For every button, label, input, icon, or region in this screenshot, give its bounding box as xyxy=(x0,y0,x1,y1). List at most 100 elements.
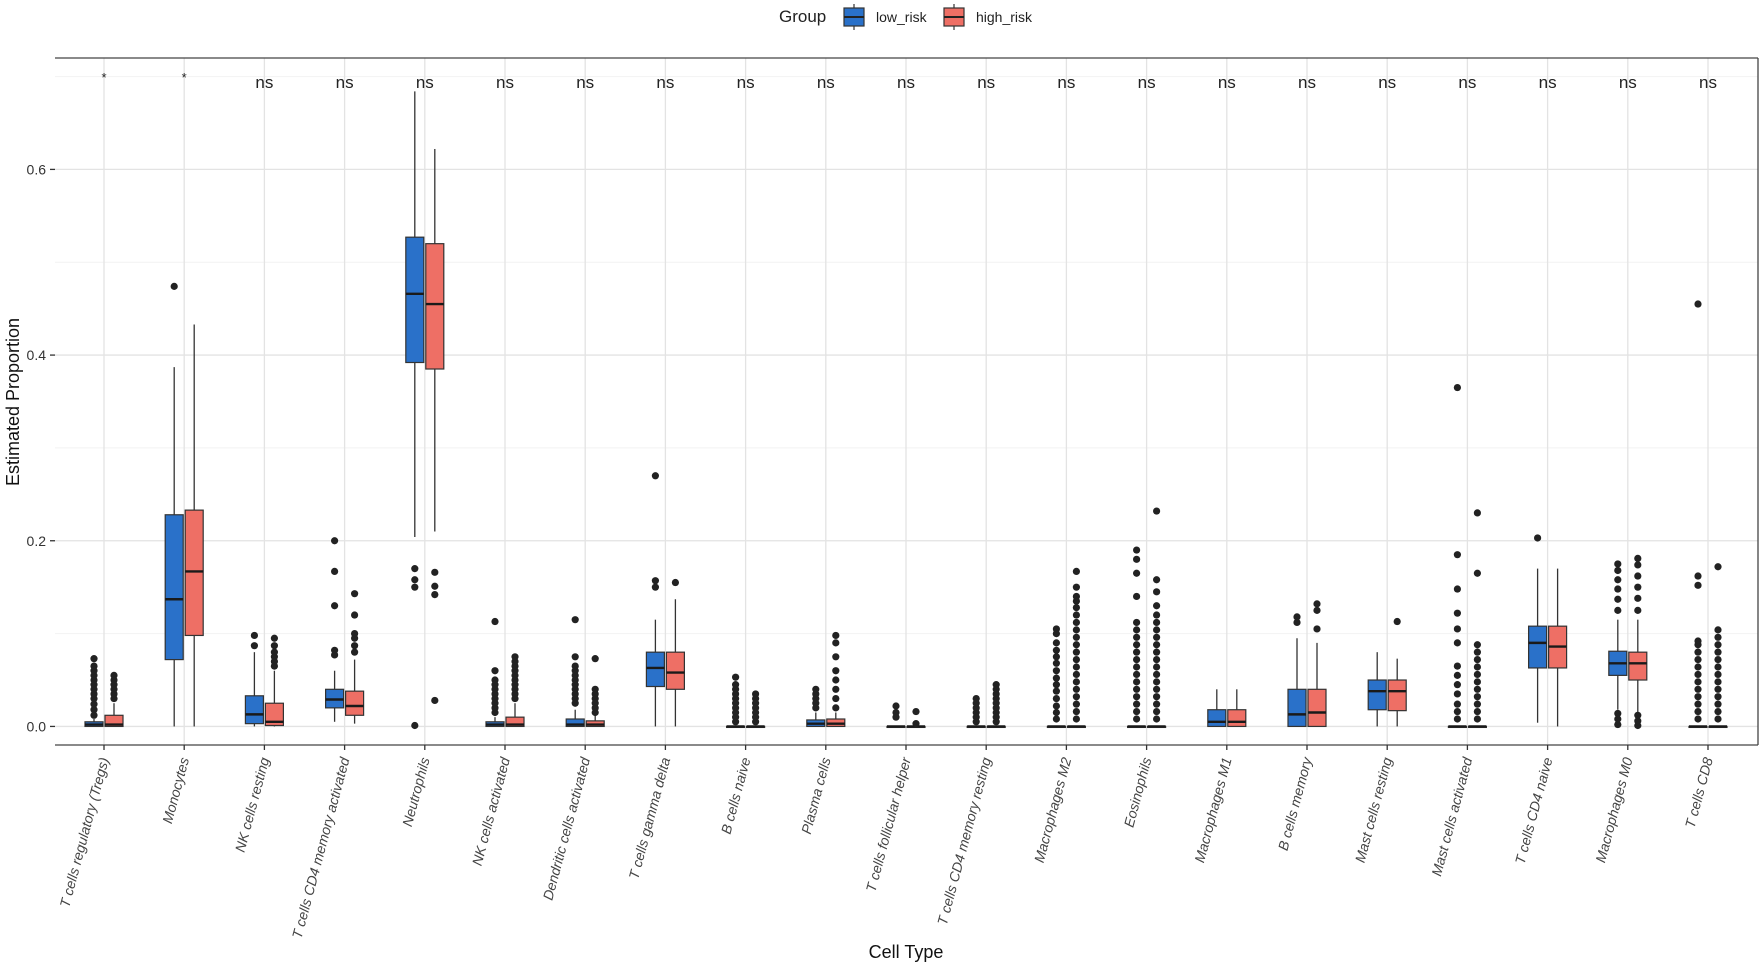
box-body xyxy=(244,695,264,725)
box-low_risk-4 xyxy=(405,91,425,730)
outlier-point xyxy=(1313,600,1321,608)
outlier-point xyxy=(832,676,840,684)
outlier-point xyxy=(1634,711,1642,719)
outlier-point xyxy=(1133,678,1141,686)
outlier-point xyxy=(1072,618,1080,627)
significance-label: ns xyxy=(1699,73,1717,92)
outlier-point xyxy=(1293,618,1301,627)
outlier-point xyxy=(1634,583,1642,591)
box-high_risk-14 xyxy=(1227,689,1247,728)
outlier-point xyxy=(1694,700,1702,708)
box-high_risk-16 xyxy=(1387,617,1407,727)
box-body xyxy=(345,690,365,716)
outlier-point xyxy=(1153,611,1161,619)
legend-label-low-risk: low_risk xyxy=(876,9,928,25)
outlier-point xyxy=(1714,700,1722,708)
box-high_risk-2 xyxy=(264,634,284,727)
outlier-point xyxy=(671,578,680,587)
outlier-point xyxy=(1133,700,1141,708)
box-high_risk-4 xyxy=(425,148,445,705)
box-high_risk-11 xyxy=(986,681,1006,729)
outlier-point xyxy=(1133,569,1141,577)
outlier-point xyxy=(351,648,359,656)
outlier-point xyxy=(1473,663,1481,671)
outlier-point xyxy=(1072,611,1080,619)
outlier-point xyxy=(1614,606,1622,614)
outlier-point xyxy=(1153,633,1161,641)
significance-label: ns xyxy=(336,73,354,92)
box-high_risk-5 xyxy=(505,653,525,728)
box-high_risk-10 xyxy=(906,707,926,729)
outlier-point xyxy=(1694,693,1702,701)
outlier-point xyxy=(1052,653,1060,661)
outlier-point xyxy=(270,642,278,650)
outlier-point xyxy=(1153,663,1161,671)
outlier-point xyxy=(1453,690,1461,698)
outlier-point xyxy=(1694,581,1702,589)
outlier-point xyxy=(1694,637,1702,645)
outlier-point xyxy=(1133,641,1141,649)
outlier-point xyxy=(1133,685,1141,693)
outlier-point xyxy=(1453,609,1461,617)
legend-title: Group xyxy=(779,7,826,26)
box-high_risk-9 xyxy=(826,631,846,728)
box-low_risk-1 xyxy=(164,282,184,727)
outlier-point xyxy=(1052,702,1060,710)
significance-label: ns xyxy=(496,73,514,92)
significance-label: ns xyxy=(1138,73,1156,92)
outlier-point xyxy=(270,634,278,642)
box-low_risk-12 xyxy=(1046,625,1067,729)
outlier-point xyxy=(832,667,840,675)
outlier-point xyxy=(1634,606,1642,614)
outlier-point xyxy=(90,700,98,708)
box-high_risk-19 xyxy=(1628,554,1648,730)
outlier-point xyxy=(170,282,178,290)
box-body xyxy=(425,243,445,370)
outlier-point xyxy=(832,694,840,703)
outlier-point xyxy=(1614,715,1622,723)
box-body xyxy=(1227,709,1247,728)
outlier-point xyxy=(1614,595,1622,603)
legend-key-high-risk xyxy=(943,4,965,30)
outlier-point xyxy=(331,537,339,545)
outlier-point xyxy=(1614,576,1622,584)
outlier-point xyxy=(1714,693,1722,701)
outlier-point xyxy=(1072,663,1080,671)
outlier-point xyxy=(110,671,118,679)
box-low_risk-20 xyxy=(1688,300,1708,729)
outlier-point xyxy=(1052,687,1060,695)
outlier-point xyxy=(972,694,980,703)
y-axis: 0.0 0.2 0.4 0.6 xyxy=(27,161,55,734)
outlier-point xyxy=(1153,715,1161,723)
box-body xyxy=(665,651,686,690)
outlier-point xyxy=(1614,585,1622,593)
outlier-point xyxy=(1072,592,1080,601)
outlier-point xyxy=(1153,507,1161,515)
y-tick-label: 0.2 xyxy=(27,533,47,549)
legend-label-high-risk: high_risk xyxy=(976,9,1033,25)
significance-label: ns xyxy=(897,73,915,92)
outlier-point xyxy=(1694,648,1702,656)
box-body xyxy=(405,236,425,364)
outlier-point xyxy=(331,567,339,575)
outlier-point xyxy=(1313,625,1321,633)
outlier-point xyxy=(992,681,1000,689)
significance-label: ns xyxy=(1458,73,1476,92)
box-low_risk-2 xyxy=(244,631,264,727)
outlier-point xyxy=(1153,700,1161,708)
outlier-point xyxy=(1153,576,1161,584)
outlier-point xyxy=(1453,383,1461,392)
outlier-point xyxy=(752,690,760,698)
outlier-point xyxy=(1072,567,1080,575)
outlier-point xyxy=(1072,685,1080,693)
box-high_risk-8 xyxy=(745,690,766,729)
outlier-point xyxy=(1133,693,1141,701)
outlier-point xyxy=(1473,641,1481,649)
box-low_risk-18 xyxy=(1527,534,1548,723)
box-high_risk-7 xyxy=(665,578,686,727)
outlier-point xyxy=(1694,715,1702,723)
box-low_risk-8 xyxy=(725,673,746,729)
outlier-point xyxy=(651,577,660,585)
box-high_risk-18 xyxy=(1547,568,1568,727)
